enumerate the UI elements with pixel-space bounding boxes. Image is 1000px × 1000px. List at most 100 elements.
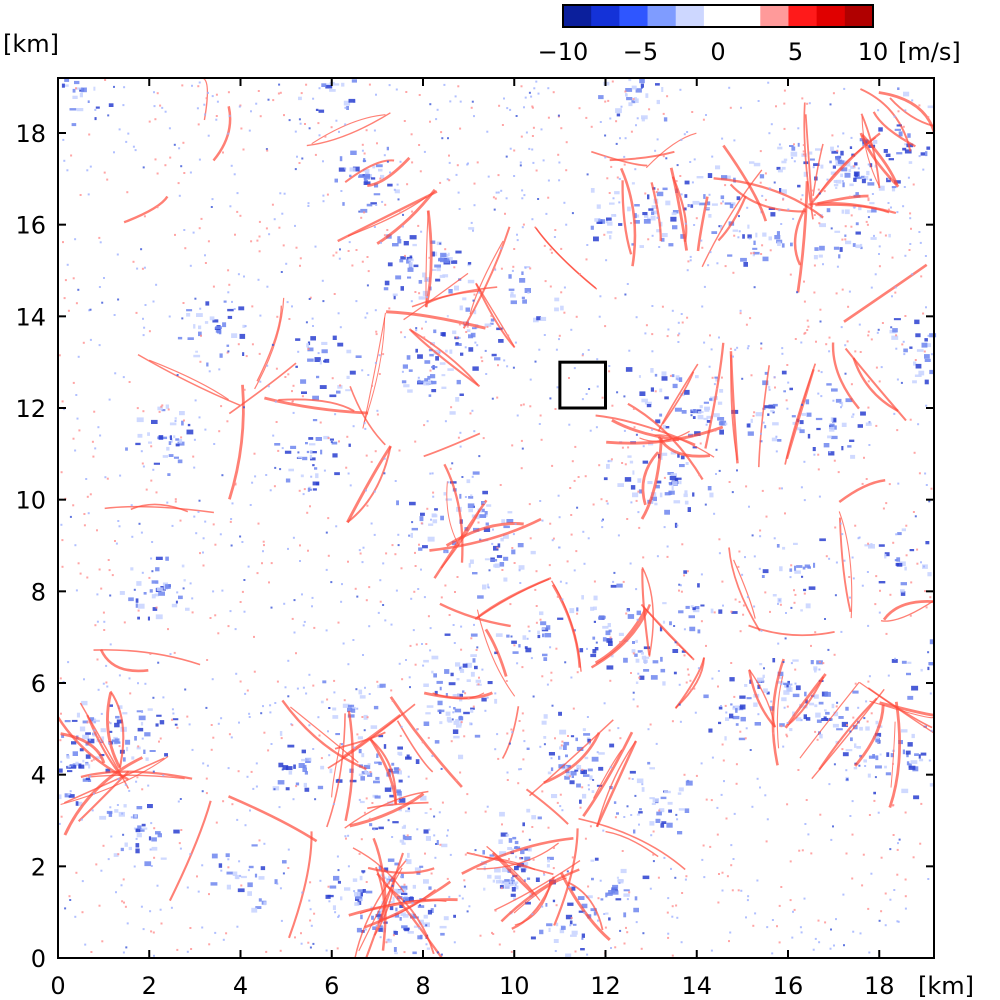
downdraft-patch (903, 91, 910, 97)
speckle (487, 586, 490, 589)
speckle (226, 420, 229, 423)
speckle (854, 524, 857, 527)
speckle (363, 211, 366, 214)
downdraft-patch (424, 360, 431, 364)
downdraft-patch (830, 171, 836, 175)
speckle (189, 853, 192, 856)
speckle (365, 454, 368, 457)
speckle (714, 429, 717, 432)
speckle (605, 259, 608, 262)
speckle (429, 120, 431, 123)
speckle (905, 554, 908, 557)
downdraft-patch (587, 738, 591, 743)
speckle (820, 371, 823, 374)
downdraft-patch (440, 932, 445, 936)
downdraft-patch (671, 374, 675, 378)
downdraft-patch (418, 280, 423, 284)
downdraft-patch (625, 88, 633, 92)
speckle (328, 754, 331, 757)
speckle (810, 852, 813, 855)
speckle (705, 423, 708, 426)
speckle (587, 349, 590, 351)
downdraft-patch (346, 349, 352, 354)
speckle (543, 873, 546, 876)
downdraft-patch (581, 595, 584, 600)
downdraft-patch (449, 411, 456, 415)
downdraft-patch (490, 559, 498, 562)
speckle (379, 579, 382, 582)
downdraft-patch (328, 707, 331, 709)
speckle (81, 880, 84, 883)
speckle (75, 394, 78, 396)
speckle (429, 808, 432, 811)
downdraft-patch (258, 876, 265, 880)
downdraft-patch (138, 603, 145, 609)
downdraft-patch (779, 188, 782, 193)
speckle (423, 336, 426, 339)
speckle (308, 724, 311, 727)
downdraft-patch (749, 679, 752, 684)
speckle (227, 858, 230, 861)
speckle (249, 504, 252, 506)
speckle (287, 695, 290, 698)
speckle (531, 135, 534, 137)
speckle (280, 919, 283, 922)
speckle (834, 526, 837, 529)
downdraft-patch (807, 566, 811, 569)
downdraft-patch (724, 736, 727, 741)
speckle (376, 409, 379, 412)
speckle (810, 644, 812, 647)
speckle (892, 541, 895, 544)
speckle (549, 397, 552, 400)
downdraft-patch (320, 700, 324, 704)
downdraft-patch (373, 705, 379, 710)
speckle (335, 525, 338, 528)
speckle (870, 286, 873, 289)
downdraft-patch (661, 821, 667, 824)
downdraft-patch (93, 719, 100, 722)
downdraft-patch (838, 160, 845, 165)
speckle (403, 900, 405, 903)
speckle (205, 792, 208, 795)
downdraft-patch (369, 823, 373, 827)
downdraft-patch (415, 348, 418, 353)
downdraft-patch (854, 743, 857, 748)
speckle (827, 648, 830, 651)
downdraft-patch (845, 749, 853, 752)
speckle (492, 528, 494, 531)
downdraft-patch (95, 106, 100, 109)
speckle (275, 421, 278, 423)
speckle (75, 87, 77, 90)
downdraft-patch (173, 435, 176, 439)
speckle (861, 482, 864, 485)
speckle (626, 898, 629, 901)
downdraft-patch (581, 769, 587, 775)
speckle (236, 210, 239, 213)
speckle (686, 131, 689, 133)
updraft-line (621, 180, 633, 255)
colorbar-frame (562, 4, 874, 28)
speckle (813, 214, 816, 216)
speckle (870, 338, 873, 341)
speckle (403, 120, 406, 122)
downdraft-patch (706, 420, 711, 423)
speckle (880, 366, 883, 369)
speckle (405, 858, 408, 861)
speckle (341, 743, 344, 746)
speckle (557, 153, 560, 156)
speckle (401, 225, 404, 228)
updraft-line (410, 329, 479, 386)
speckle (558, 338, 560, 341)
speckle (140, 531, 143, 534)
speckle (401, 678, 404, 681)
downdraft-patch (325, 894, 331, 899)
speckle (330, 126, 333, 129)
speckle (345, 466, 348, 469)
speckle (64, 907, 67, 910)
speckle (681, 321, 684, 324)
speckle (774, 386, 776, 389)
downdraft-patch (651, 211, 655, 215)
downdraft-patch (813, 694, 819, 699)
speckle (773, 181, 776, 184)
speckle (249, 809, 251, 812)
